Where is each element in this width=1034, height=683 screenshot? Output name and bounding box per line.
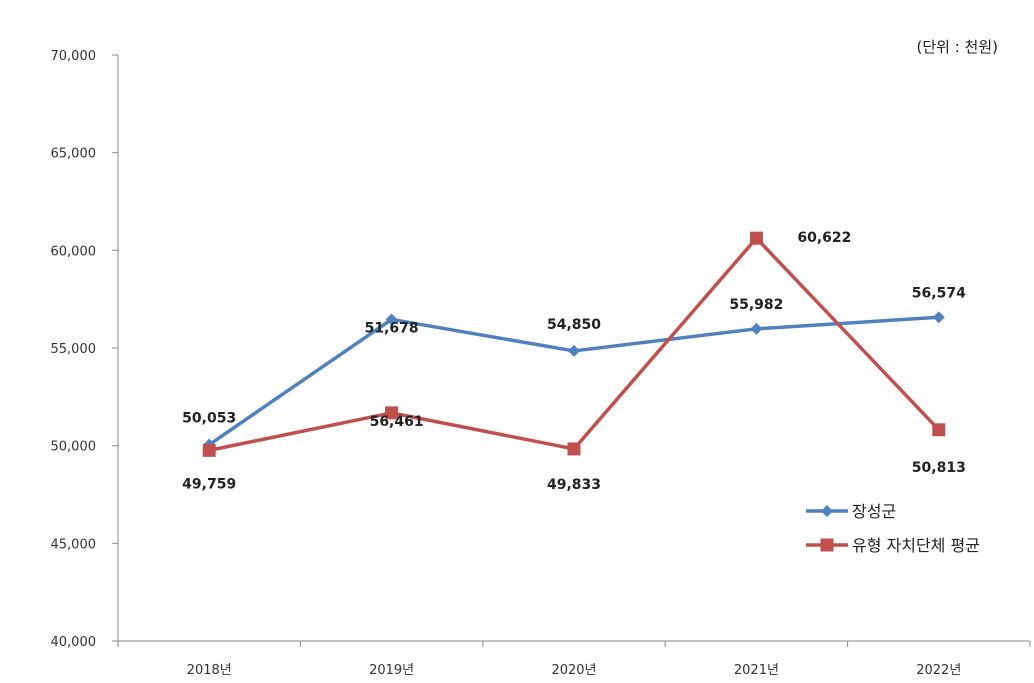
data-label: 55,982 [729, 297, 783, 313]
x-tick-label: 2020년 [551, 663, 596, 678]
data-label: 56,574 [912, 285, 966, 301]
y-ticks: 40,000 45,000 50,000 55,000 60,000 65,000 70,0… [51, 49, 118, 650]
legend-marker [820, 538, 834, 552]
y-tick-label: 50,000 [51, 440, 97, 455]
legend-item: 유형 자치단체 평균 [806, 536, 980, 555]
data-point [202, 443, 216, 457]
data-point [567, 442, 581, 456]
x-tick-label: 2022년 [916, 663, 961, 678]
x-ticks: 2018년 2019년 2020년 2021년 2022년 [117, 641, 1031, 678]
series-line [208, 236, 941, 453]
data-label: 56,461 [370, 414, 424, 430]
data-point [932, 311, 945, 324]
data-label: 49,759 [182, 476, 236, 492]
series-layer: 50,053 51,678 54,850 55,982 56,574 49,759 56,4… [182, 230, 966, 493]
x-tick-label: 2019년 [369, 663, 414, 678]
data-label: 50,813 [912, 460, 966, 476]
y-tick-label: 55,000 [51, 342, 97, 357]
series-line [208, 315, 939, 447]
y-tick-label: 40,000 [51, 635, 97, 650]
data-label: 54,850 [547, 317, 601, 333]
series-2: 49,759 56,461 49,833 60,622 50,813 [182, 230, 966, 493]
data-point [385, 406, 399, 420]
data-label: 50,053 [182, 411, 236, 427]
legend-label: 유형 자치단체 평균 [852, 536, 980, 555]
data-point [932, 423, 946, 437]
data-point [749, 231, 763, 245]
legend-label: 장성군 [852, 502, 896, 521]
x-tick-label: 2021년 [734, 663, 779, 678]
y-tick-label: 65,000 [51, 147, 97, 162]
legend-marker [821, 505, 833, 517]
x-tick-label: 2018년 [187, 663, 232, 678]
y-tick-label: 60,000 [51, 244, 97, 259]
unit-label: (단위 : 천원) [917, 38, 999, 56]
data-point [385, 313, 398, 326]
data-point [750, 322, 763, 335]
data-point [568, 344, 580, 357]
data-label: 51,678 [365, 320, 419, 336]
y-tick-label: 45,000 [51, 537, 97, 552]
data-label: 60,622 [797, 230, 851, 246]
y-tick-label: 70,000 [51, 49, 97, 64]
legend-item: 장성군 [806, 502, 896, 521]
series-1: 50,053 51,678 54,850 55,982 56,574 [182, 285, 966, 451]
data-label: 49,833 [547, 477, 601, 493]
